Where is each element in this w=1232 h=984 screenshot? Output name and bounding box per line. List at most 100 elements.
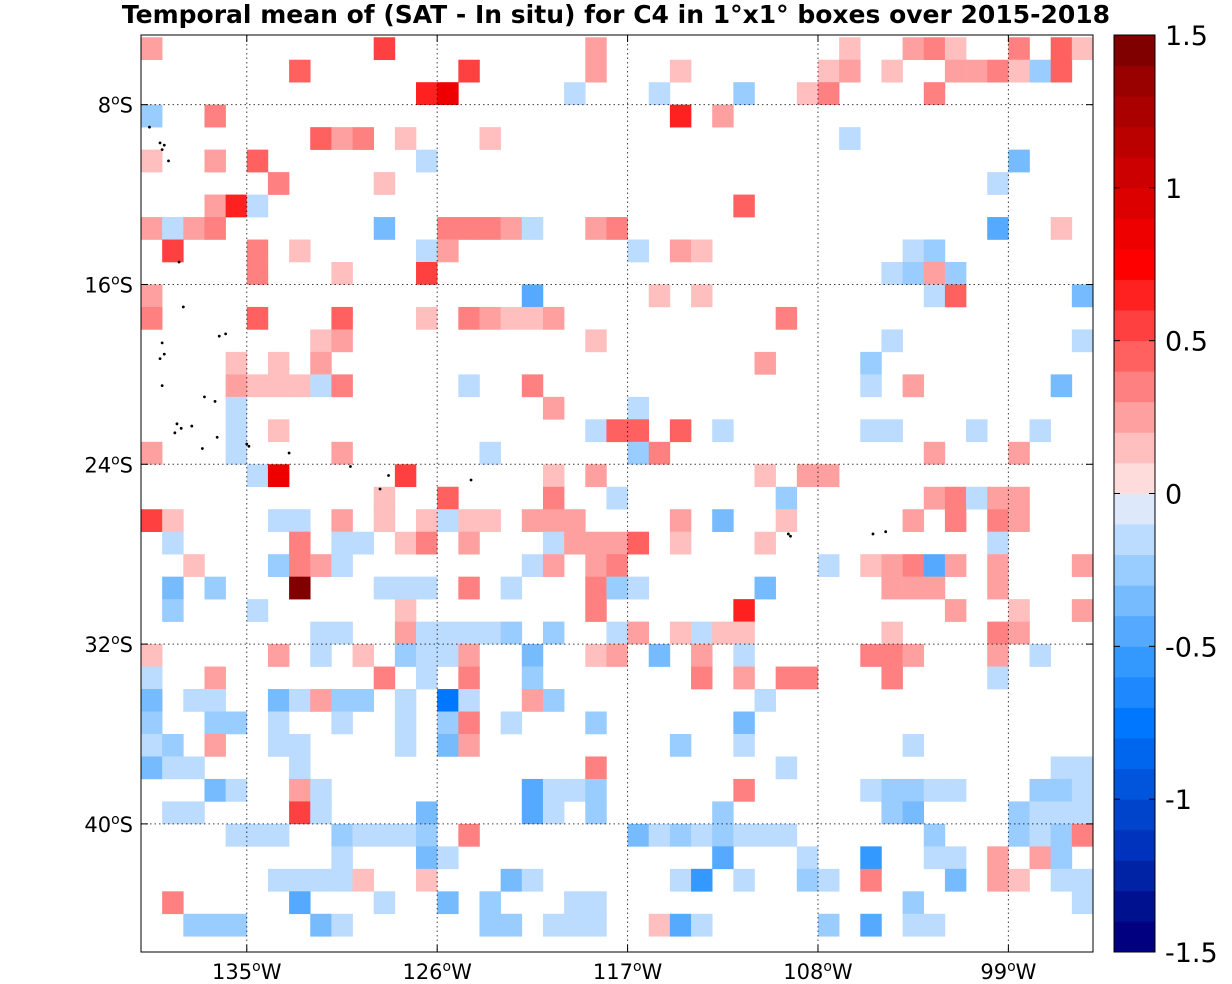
heatmap-cell: [310, 801, 332, 825]
heatmap-cell: [479, 891, 501, 915]
heatmap-cell: [267, 823, 290, 847]
heatmap-cell: [542, 621, 565, 645]
heatmap-cell: [479, 621, 501, 645]
heatmap-cell: [817, 913, 840, 937]
heatmap-cell: [394, 733, 417, 757]
heatmap-cell: [1029, 778, 1051, 802]
heatmap-cell: [458, 823, 480, 847]
heatmap-cell: [479, 217, 501, 240]
heatmap-cell: [437, 891, 459, 915]
heatmap-cell: [394, 711, 417, 735]
heatmap-cell: [310, 644, 332, 667]
heatmap-cell: [521, 801, 544, 825]
colorbar-segment: [1114, 646, 1155, 678]
heatmap-cell: [754, 576, 776, 600]
heatmap-cell: [183, 756, 205, 780]
heatmap-cell: [394, 621, 417, 645]
heatmap-cell: [606, 217, 628, 240]
heatmap-cell: [712, 509, 734, 533]
heatmap-cell: [437, 217, 459, 240]
heatmap-cell: [289, 374, 311, 398]
heatmap-cell: [141, 284, 163, 308]
island-marker: [203, 395, 206, 399]
island-marker: [167, 159, 170, 163]
heatmap-cell: [416, 262, 438, 285]
heatmap-cell: [1071, 756, 1094, 780]
heatmap-cell: [437, 733, 459, 757]
heatmap-cell: [902, 554, 925, 577]
colorbar-segment: [1114, 554, 1155, 586]
heatmap-cell: [437, 644, 459, 667]
heatmap-cell: [1029, 644, 1051, 667]
heatmap-cell: [458, 531, 480, 555]
heatmap-cell: [416, 666, 438, 690]
colorbar-segment: [1114, 35, 1155, 66]
heatmap-cell: [246, 194, 269, 218]
heatmap-cell: [204, 576, 226, 600]
heatmap-cell: [542, 306, 565, 330]
colorbar-segment: [1114, 157, 1155, 189]
y-tick-label: 40oS: [84, 812, 133, 837]
heatmap-cell: [669, 621, 692, 645]
heatmap-cell: [458, 576, 480, 600]
island-marker: [786, 532, 790, 536]
heatmap-cell: [923, 486, 946, 510]
heatmap-cell: [416, 644, 438, 667]
heatmap-cell: [394, 823, 417, 847]
island-marker: [245, 442, 249, 446]
heatmap-cell: [987, 217, 1009, 240]
heatmap-cell: [902, 239, 925, 263]
heatmap-cell: [648, 82, 671, 105]
heatmap-cell: [585, 576, 607, 600]
heatmap-cell: [817, 868, 840, 892]
heatmap-cell: [141, 306, 163, 330]
heatmap-cell: [521, 644, 544, 667]
heatmap-cell: [416, 531, 438, 555]
heatmap-cell: [373, 172, 396, 195]
heatmap-cell: [860, 419, 882, 443]
heatmap-cell: [923, 778, 946, 802]
heatmap-cell: [1008, 823, 1030, 847]
heatmap-cell: [310, 127, 332, 150]
heatmap-cell: [373, 486, 396, 510]
heatmap-cell: [606, 576, 628, 600]
heatmap-cell: [542, 913, 565, 937]
heatmap-cell: [881, 666, 903, 690]
heatmap-cell: [1071, 868, 1094, 892]
heatmap-cell: [542, 778, 565, 802]
heatmap-cell: [1071, 37, 1094, 61]
heatmap-cell: [669, 239, 692, 263]
heatmap-cell: [881, 644, 903, 667]
heatmap-cell: [669, 531, 692, 555]
heatmap-cell: [416, 82, 438, 105]
island-marker: [158, 141, 162, 145]
heatmap-cell: [1050, 868, 1073, 892]
heatmap-cell: [627, 621, 650, 645]
heatmap-cell: [267, 172, 290, 195]
heatmap-cell: [987, 621, 1009, 645]
heatmap-cell: [500, 621, 523, 645]
heatmap-cell: [944, 37, 967, 61]
heatmap-cell: [141, 441, 163, 465]
heatmap-cell: [817, 554, 840, 577]
heatmap-cell: [394, 599, 417, 622]
colorbar-segment: [1114, 279, 1155, 311]
heatmap-cell: [521, 374, 544, 398]
heatmap-cell: [500, 306, 523, 330]
island-marker: [158, 357, 162, 361]
heatmap-cell: [267, 419, 290, 443]
heatmap-cell: [225, 351, 248, 375]
heatmap-cell: [331, 868, 353, 892]
island-marker: [181, 305, 185, 309]
heatmap-cell: [542, 486, 565, 510]
heatmap-cell: [458, 374, 480, 398]
heatmap-cell: [1071, 554, 1094, 577]
heatmap-cell: [458, 733, 480, 757]
heatmap-cell: [331, 689, 353, 712]
island-marker: [200, 447, 204, 450]
x-tick-label: 117oW: [593, 959, 663, 984]
heatmap-cell: [141, 711, 163, 735]
heatmap-cell: [944, 554, 967, 577]
heatmap-cell: [204, 913, 226, 937]
heatmap-cell: [225, 419, 248, 443]
